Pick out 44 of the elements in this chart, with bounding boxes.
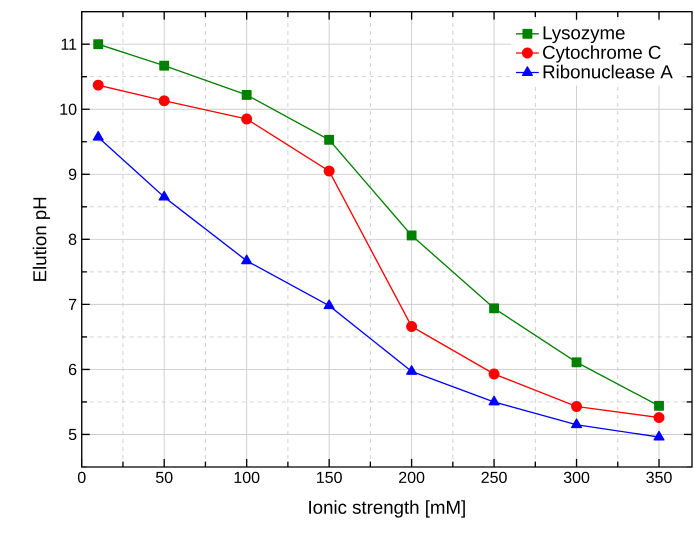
x-tick-label: 50	[156, 472, 172, 484]
point	[241, 114, 252, 124]
point	[406, 365, 418, 375]
point	[93, 39, 104, 50]
x-tick-label: 300	[564, 472, 590, 484]
y-tick-label: 6	[68, 364, 76, 376]
point	[653, 430, 665, 441]
x-tick-label: 350	[646, 472, 672, 484]
point	[488, 396, 500, 406]
x-tick-label: 0	[78, 472, 86, 484]
point	[158, 190, 170, 201]
point	[324, 134, 334, 145]
point	[571, 418, 582, 428]
legend-label: Cytochrome C	[543, 45, 661, 63]
point	[488, 368, 500, 380]
point	[92, 80, 104, 91]
x-tick-label: 250	[482, 472, 507, 484]
point	[572, 357, 582, 368]
x-tick-label: 150	[317, 472, 342, 484]
point	[242, 90, 252, 100]
y-axis-title: Elution pH	[32, 198, 50, 281]
point	[324, 299, 335, 310]
point	[406, 230, 417, 240]
y-tick-label: 5	[68, 428, 76, 440]
legend-label: Ribonuclease A	[544, 64, 673, 78]
point	[571, 401, 582, 412]
x-tick-label: 200	[399, 472, 424, 484]
point	[241, 254, 252, 264]
y-tick-label: 8	[68, 234, 76, 245]
y-tick-label: 11	[62, 38, 76, 50]
point	[654, 412, 664, 424]
y-tick-label: 10	[60, 104, 76, 115]
point	[158, 95, 170, 106]
point	[159, 60, 170, 71]
point	[654, 400, 664, 411]
x-tick-label: 100	[234, 472, 260, 484]
point	[406, 321, 418, 332]
point	[92, 130, 104, 141]
x-axis-title: Ionic strength [mM]	[309, 500, 465, 518]
point	[489, 303, 500, 314]
legend-label: Lysozyme	[544, 26, 625, 44]
y-tick-label: 7	[68, 298, 76, 310]
point	[324, 166, 335, 177]
y-tick-label: 9	[68, 168, 76, 180]
